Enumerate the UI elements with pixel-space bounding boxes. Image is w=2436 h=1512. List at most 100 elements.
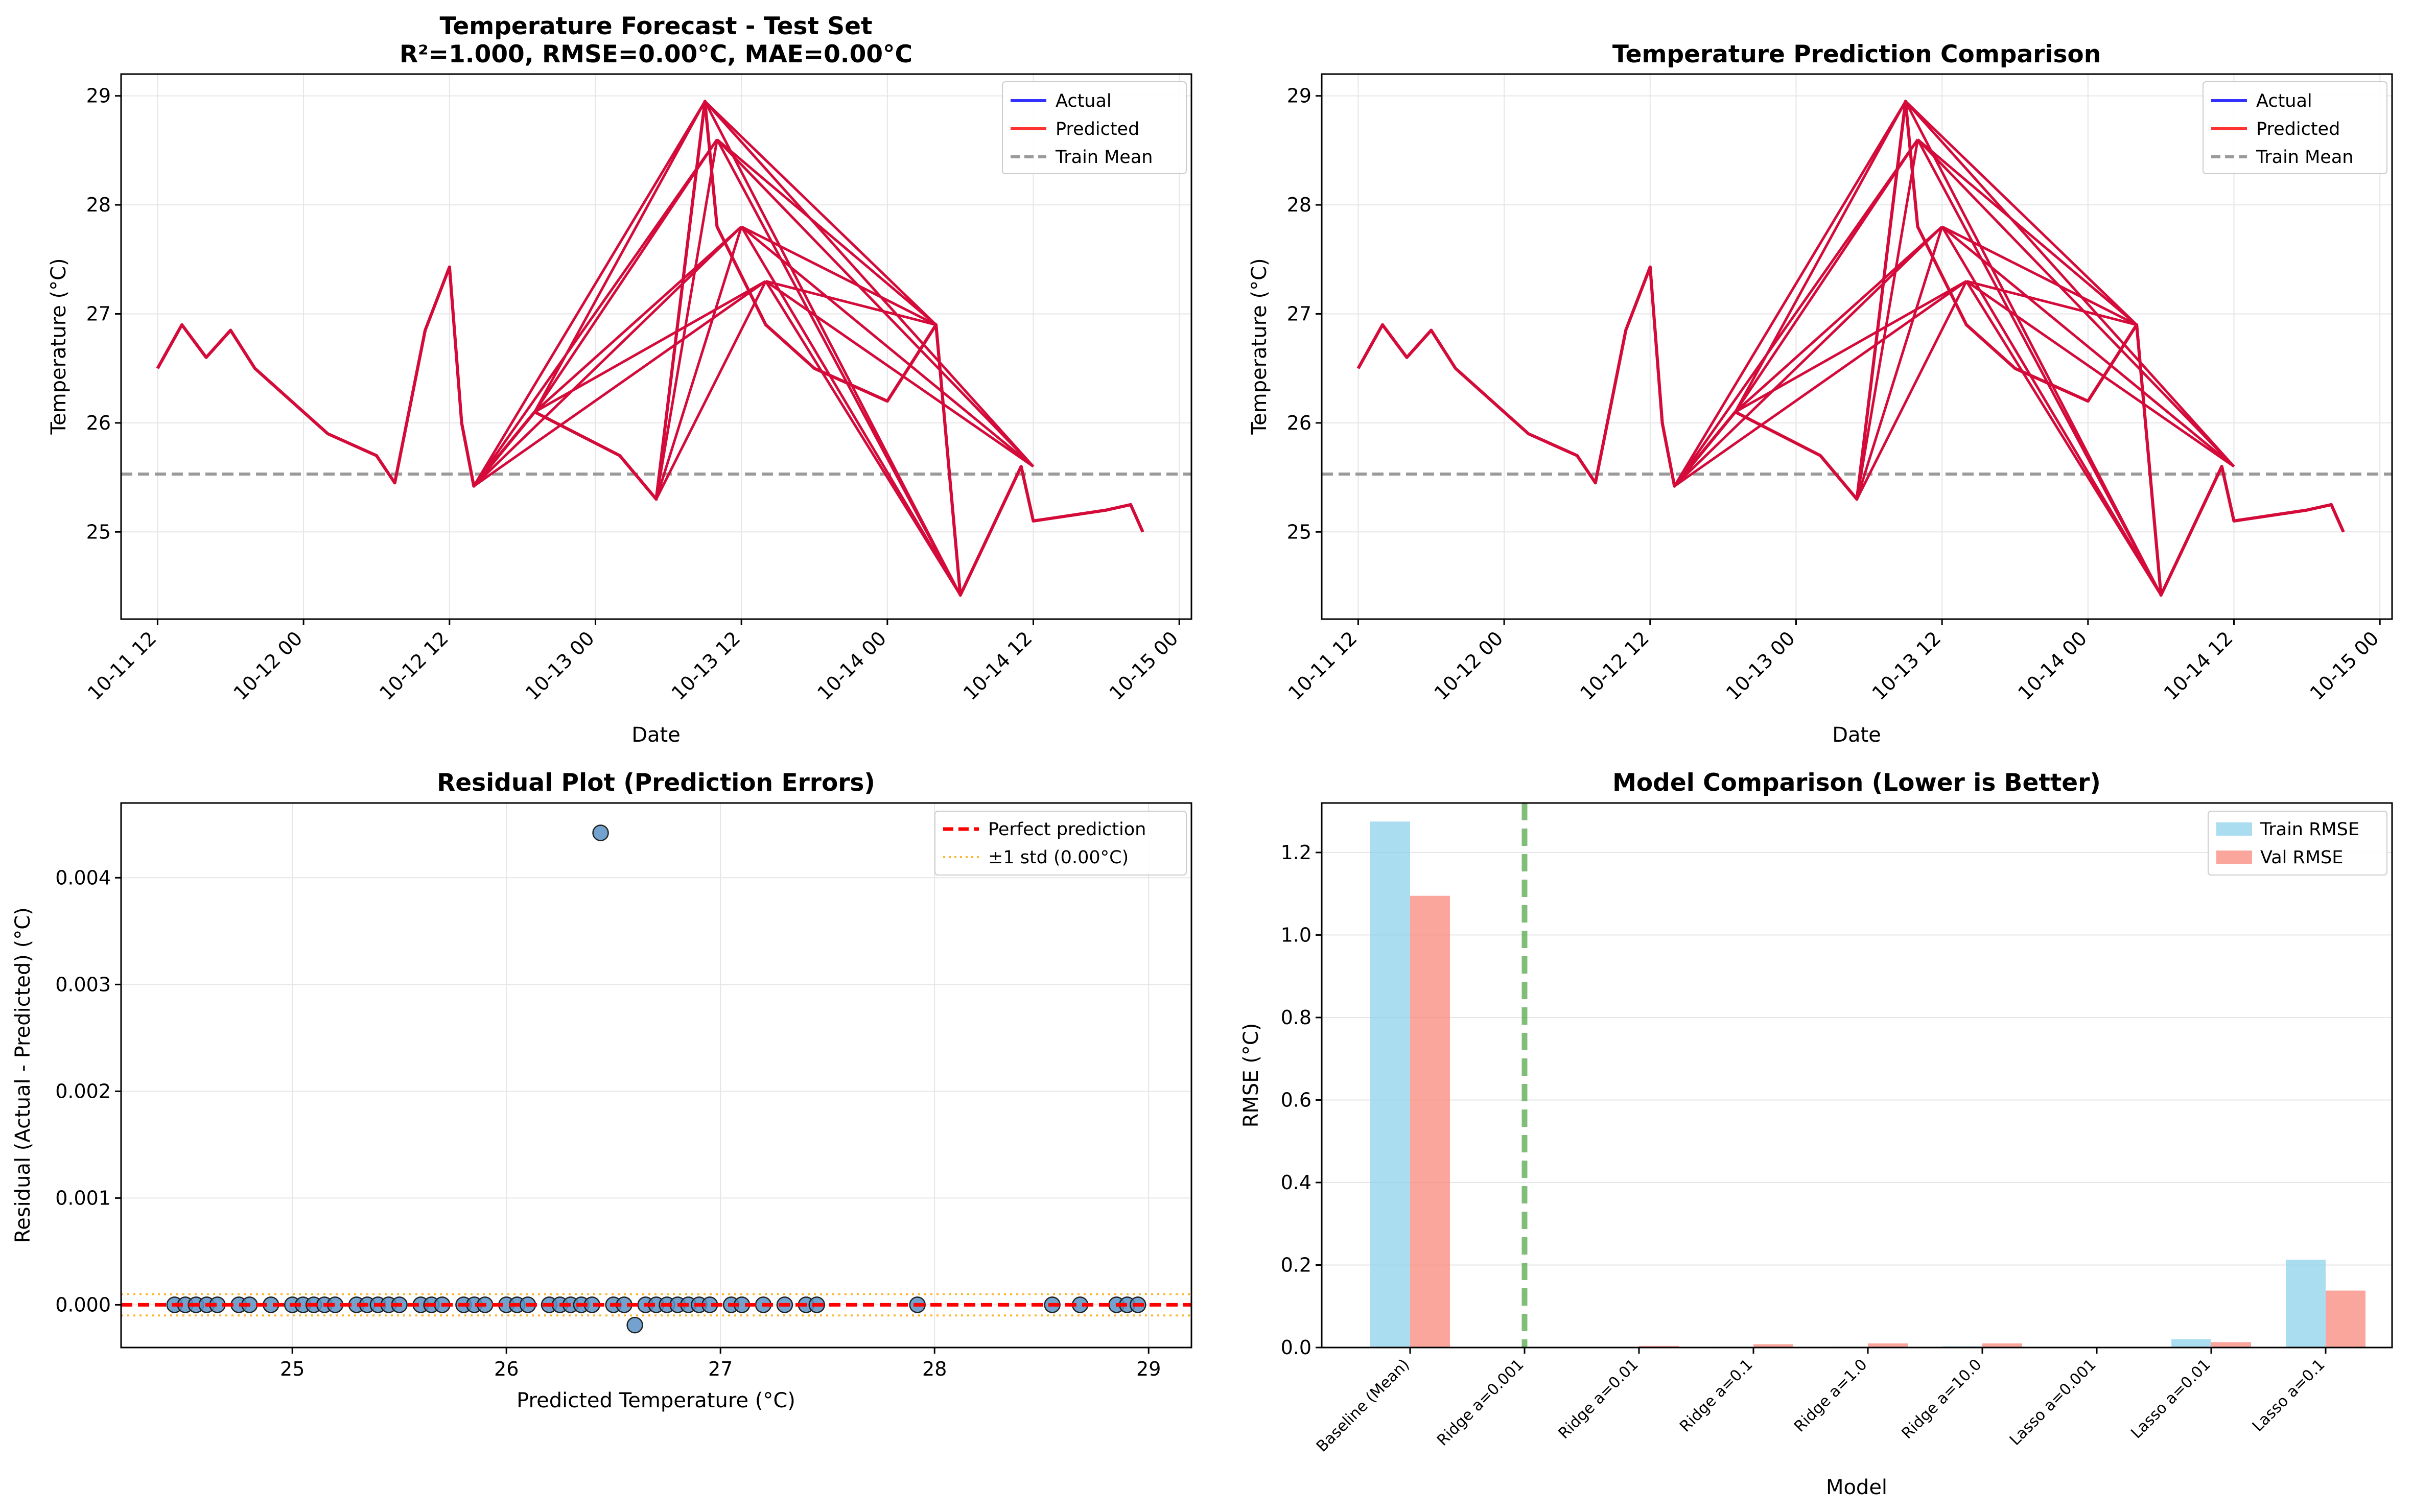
axes-frame xyxy=(120,73,1192,620)
bar-train xyxy=(2171,1339,2211,1348)
y-tick-label: 28 xyxy=(86,194,111,216)
legend-box xyxy=(934,811,1187,876)
series-segment xyxy=(655,280,767,500)
axes-frame xyxy=(120,802,1192,1349)
y-tick-label: 26 xyxy=(1287,412,1311,434)
plot-area xyxy=(121,100,1191,597)
series-segment xyxy=(764,280,962,596)
legend-label-actual: Actual xyxy=(1056,91,1112,111)
series-segment xyxy=(1941,225,2138,326)
bar-val xyxy=(1753,1344,1793,1348)
residual-point xyxy=(626,1316,643,1334)
series-segment xyxy=(716,138,962,596)
series-segment xyxy=(655,139,718,500)
axes-frame xyxy=(1321,73,2393,620)
bar-train xyxy=(1370,821,1410,1348)
series-segment xyxy=(1904,100,2138,326)
legend-label-perfect: Perfect prediction xyxy=(988,819,1146,840)
series-line-predicted xyxy=(1356,100,2345,597)
series-segment xyxy=(1856,280,1967,500)
series-segment xyxy=(704,100,1035,467)
chart-subtitle: R²=1.000, RMSE=0.00°C, MAE=0.00°C xyxy=(400,40,912,68)
plot-area xyxy=(121,824,1191,1334)
series-segment xyxy=(1904,100,2235,467)
y-tick-label: 25 xyxy=(1287,521,1311,543)
legend-swatch-train-rmse xyxy=(2216,822,2252,836)
series-segment xyxy=(765,280,936,326)
series-segment xyxy=(716,138,937,326)
series-segment xyxy=(1734,138,1919,413)
series-segment xyxy=(716,138,1035,467)
series-segment xyxy=(704,100,937,326)
bar-train xyxy=(2286,1259,2326,1348)
chart-title: Temperature Forecast - Test Set xyxy=(440,12,873,40)
series-segment xyxy=(1673,225,1943,487)
residual-point xyxy=(592,824,609,841)
series-segment xyxy=(1966,280,2137,326)
legend-box xyxy=(1002,81,1187,174)
x-tick-label: 28 xyxy=(922,1358,947,1380)
bar-val xyxy=(1639,1345,1679,1348)
legend: Train RMSE Val RMSE xyxy=(2208,811,2387,876)
legend-box xyxy=(2203,81,2387,174)
series-segment xyxy=(473,225,742,487)
y-axis-label: RMSE (°C) xyxy=(1239,1023,1263,1128)
series-segment xyxy=(473,138,718,487)
legend-label-val-rmse: Val RMSE xyxy=(2260,847,2343,868)
series-segment xyxy=(473,101,706,487)
bar-val xyxy=(1410,895,1450,1348)
legend-label-predicted: Predicted xyxy=(2256,119,2340,139)
series-segment xyxy=(1965,280,2235,468)
y-tick-label: 0.004 xyxy=(55,866,111,889)
axes-frame xyxy=(1321,802,2393,1349)
y-tick-label: 29 xyxy=(86,85,111,107)
x-axis-label: Date xyxy=(631,723,681,747)
bar-val xyxy=(2211,1342,2251,1348)
series-segment xyxy=(1916,138,2138,326)
y-tick-label: 29 xyxy=(1287,85,1311,107)
x-axis-label: Model xyxy=(1826,1476,1887,1499)
series-segment xyxy=(1856,226,1943,500)
series-segment xyxy=(1916,138,2162,596)
series-segment xyxy=(533,225,742,413)
series-segment xyxy=(1965,280,2162,596)
y-tick-label: 25 xyxy=(86,521,111,543)
bar-val xyxy=(2326,1290,2365,1348)
x-tick-label: 26 xyxy=(494,1358,519,1380)
y-tick-label: 0.4 xyxy=(1281,1171,1311,1194)
series-segment xyxy=(740,225,1035,468)
chart-title: Model Comparison (Lower is Better) xyxy=(1612,769,2101,797)
y-tick-label: 0.8 xyxy=(1281,1006,1311,1029)
series-segment xyxy=(534,280,766,413)
legend-swatch-val-rmse xyxy=(2216,850,2252,864)
series-segment xyxy=(1735,280,1967,413)
chart-title: Temperature Prediction Comparison xyxy=(1612,40,2101,68)
y-tick-label: 0.2 xyxy=(1281,1254,1311,1276)
chart-title: Residual Plot (Prediction Errors) xyxy=(437,769,875,797)
axes-ticks: 25 26 27 28 29 0.000 0.001 0.002 0.003 0.004 xyxy=(55,866,1161,1380)
plot-area xyxy=(1370,803,2365,1348)
x-tick-label: 29 xyxy=(1136,1358,1161,1380)
legend-label-train-mean: Train Mean xyxy=(1055,147,1153,168)
y-tick-label: 0.6 xyxy=(1281,1089,1311,1111)
legend-label-std: ±1 std (0.00°C) xyxy=(988,847,1129,868)
legend-label-train-rmse: Train RMSE xyxy=(2260,819,2359,840)
y-tick-label: 0.001 xyxy=(55,1187,111,1209)
y-tick-label: 0.002 xyxy=(55,1080,111,1102)
series-segment xyxy=(533,138,718,413)
x-axis-label: Predicted Temperature (°C) xyxy=(517,1389,795,1412)
legend-label-predicted: Predicted xyxy=(1056,119,1139,139)
series-segment xyxy=(1673,138,1919,487)
y-tick-label: 26 xyxy=(86,412,111,434)
legend-label-actual: Actual xyxy=(2256,91,2312,111)
bar-val xyxy=(1868,1343,1908,1348)
legend: Actual Predicted Train Mean xyxy=(2203,81,2387,174)
panel-residual-plot: 25 26 27 28 29 0.000 0.001 0.002 0.003 0.004 Resi… xyxy=(11,769,1192,1412)
y-tick-label: 0.0 xyxy=(1281,1336,1311,1359)
y-tick-label: 27 xyxy=(86,302,111,325)
y-tick-label: 1.2 xyxy=(1281,841,1311,864)
y-axis-label: Residual (Actual - Predicted) (°C) xyxy=(11,907,35,1243)
series-segment xyxy=(1673,280,1967,487)
